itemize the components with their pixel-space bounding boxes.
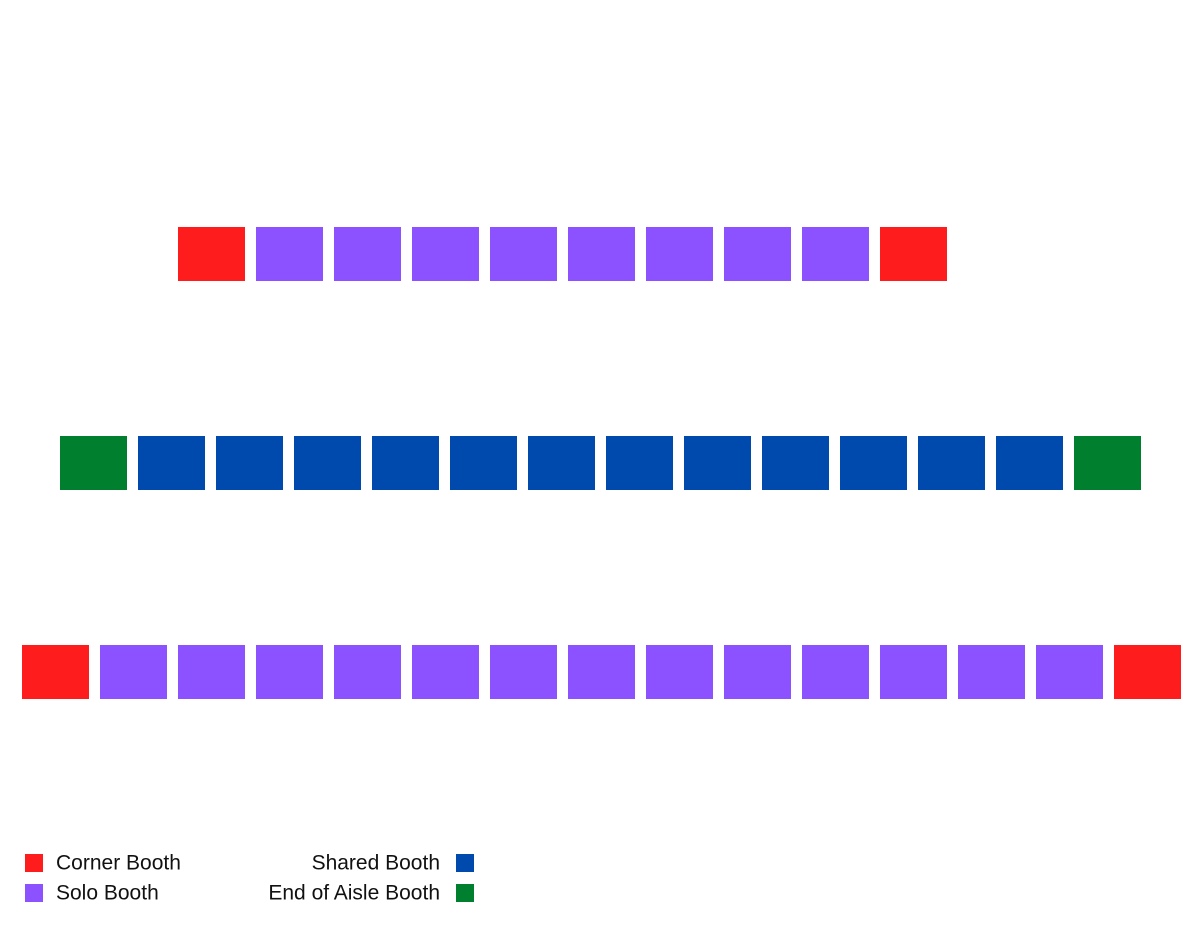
booth (22, 645, 89, 699)
booth (646, 645, 713, 699)
legend-label: Shared Booth (312, 852, 440, 875)
booth (178, 645, 245, 699)
booth (918, 436, 985, 490)
booth (412, 645, 479, 699)
booth (840, 436, 907, 490)
booth (996, 436, 1063, 490)
legend-swatch (25, 884, 43, 902)
booth (724, 645, 791, 699)
booth (606, 436, 673, 490)
booth (1036, 645, 1103, 699)
legend-label: End of Aisle Booth (268, 882, 440, 905)
booth (60, 436, 127, 490)
booth (802, 645, 869, 699)
booth (450, 436, 517, 490)
booth (880, 645, 947, 699)
booth (100, 645, 167, 699)
booth (802, 227, 869, 281)
booth-rows (22, 227, 1181, 699)
booth (334, 645, 401, 699)
booth (880, 227, 947, 281)
booth (528, 436, 595, 490)
booth (490, 227, 557, 281)
booth (958, 645, 1025, 699)
legend-label: Solo Booth (56, 882, 159, 905)
booth (1074, 436, 1141, 490)
legend-swatch (25, 854, 43, 872)
booth (372, 436, 439, 490)
booth (568, 227, 635, 281)
legend-swatch (456, 854, 474, 872)
booth (1114, 645, 1181, 699)
booth (216, 436, 283, 490)
legend-swatch (456, 884, 474, 902)
booth (138, 436, 205, 490)
booth (646, 227, 713, 281)
booth (762, 436, 829, 490)
booth (256, 227, 323, 281)
legend: Corner Booth Solo Booth Shared Booth End… (25, 852, 474, 905)
booth (568, 645, 635, 699)
legend-label: Corner Booth (56, 852, 181, 875)
booth (256, 645, 323, 699)
booth (412, 227, 479, 281)
booth (294, 436, 361, 490)
booth (490, 645, 557, 699)
booth (684, 436, 751, 490)
booth (334, 227, 401, 281)
booth (178, 227, 245, 281)
booth (724, 227, 791, 281)
